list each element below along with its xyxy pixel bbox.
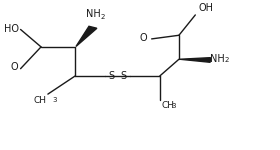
Text: S: S	[120, 71, 127, 81]
Text: 3: 3	[53, 97, 57, 103]
Text: 2: 2	[100, 14, 105, 20]
Polygon shape	[76, 26, 97, 46]
Text: CH: CH	[161, 101, 174, 110]
Text: HO: HO	[4, 24, 19, 34]
Text: S: S	[108, 71, 115, 81]
Text: OH: OH	[198, 3, 213, 14]
Text: NH: NH	[86, 9, 101, 19]
Text: 3: 3	[171, 103, 176, 109]
Text: CH: CH	[34, 96, 46, 105]
Polygon shape	[180, 58, 211, 62]
Text: O: O	[140, 33, 148, 43]
Text: 2: 2	[225, 57, 229, 63]
Text: NH: NH	[210, 54, 225, 64]
Text: O: O	[10, 62, 18, 72]
